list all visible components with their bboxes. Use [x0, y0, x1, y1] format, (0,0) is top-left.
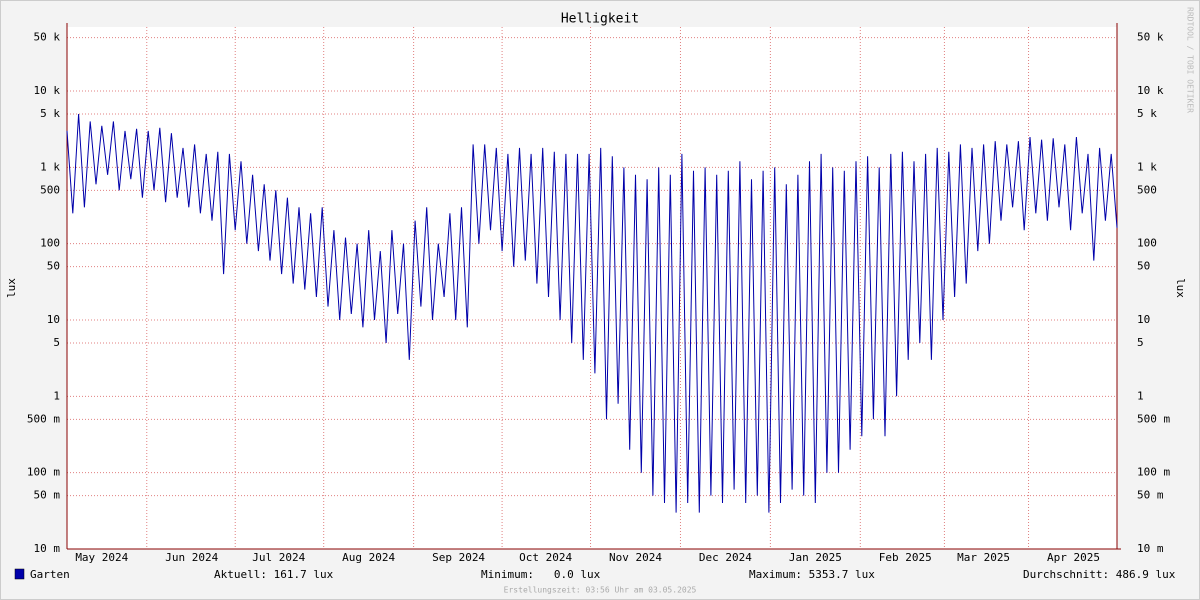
y-tick-label-right: 50 k — [1137, 31, 1164, 44]
chart-title: Helligkeit — [561, 12, 639, 27]
y-tick-label-right: 100 m — [1137, 466, 1170, 479]
y-tick-label: 10 k — [34, 84, 61, 97]
legend-stat: Durchschnitt: 486.9 lux — [1023, 568, 1176, 581]
y-tick-label-right: 10 — [1137, 313, 1150, 326]
legend-label: Garten — [30, 568, 70, 581]
x-tick-label: Aug 2024 — [342, 551, 395, 564]
y-tick-label: 1 — [53, 389, 60, 402]
footer: Erstellungszeit: 03:56 Uhr am 03.05.2025 — [504, 586, 697, 595]
legend-stat: Minimum: 0.0 lux — [481, 568, 601, 581]
watermark: RRDTOOL / TOBI OETIKER — [1186, 7, 1195, 113]
y-tick-label: 10 m — [34, 542, 61, 555]
y-tick-label-right: 5 k — [1137, 107, 1157, 120]
y-tick-label-right: 50 m — [1137, 489, 1164, 502]
x-tick-label: May 2024 — [75, 551, 128, 564]
y-tick-label: 5 — [53, 336, 60, 349]
y-tick-label-right: 500 m — [1137, 412, 1170, 425]
y-tick-label-right: 10 k — [1137, 84, 1164, 97]
x-tick-label: Dec 2024 — [699, 551, 752, 564]
y-tick-label-right: 1 k — [1137, 160, 1157, 173]
y-tick-label-right: 5 — [1137, 336, 1144, 349]
plot-area — [67, 27, 1117, 549]
y-axis-label: lux — [5, 278, 18, 298]
y-tick-label: 100 m — [27, 466, 60, 479]
x-tick-label: Apr 2025 — [1047, 551, 1100, 564]
x-tick-label: Sep 2024 — [432, 551, 485, 564]
x-tick-label: Jan 2025 — [789, 551, 842, 564]
y-tick-label: 50 k — [34, 31, 61, 44]
x-tick-label: Jun 2024 — [165, 551, 218, 564]
data-line — [66, 113, 1118, 513]
x-tick-label: Nov 2024 — [609, 551, 662, 564]
x-tick-label: Jul 2024 — [252, 551, 305, 564]
y-tick-label: 100 — [40, 237, 60, 250]
y-tick-label-right: 1 — [1137, 389, 1144, 402]
y-tick-label: 1 k — [40, 160, 60, 173]
y-tick-label: 5 k — [40, 107, 60, 120]
y-axis-label-right: lux — [1174, 278, 1187, 298]
y-tick-label-right: 100 — [1137, 237, 1157, 250]
y-tick-label: 500 m — [27, 412, 60, 425]
y-tick-label: 50 m — [34, 489, 61, 502]
y-tick-label-right: 500 — [1137, 183, 1157, 196]
x-tick-label: Feb 2025 — [879, 551, 932, 564]
y-tick-label-right: 10 m — [1137, 542, 1164, 555]
x-tick-label: Oct 2024 — [519, 551, 572, 564]
legend-stat: Aktuell: 161.7 lux — [214, 568, 334, 581]
y-tick-label: 500 — [40, 183, 60, 196]
y-tick-label-right: 50 — [1137, 260, 1150, 273]
legend-swatch — [14, 568, 25, 580]
legend-stat: Maximum: 5353.7 lux — [749, 568, 875, 581]
y-tick-label: 50 — [47, 260, 60, 273]
y-tick-label: 10 — [47, 313, 60, 326]
x-tick-label: Mar 2025 — [957, 551, 1010, 564]
